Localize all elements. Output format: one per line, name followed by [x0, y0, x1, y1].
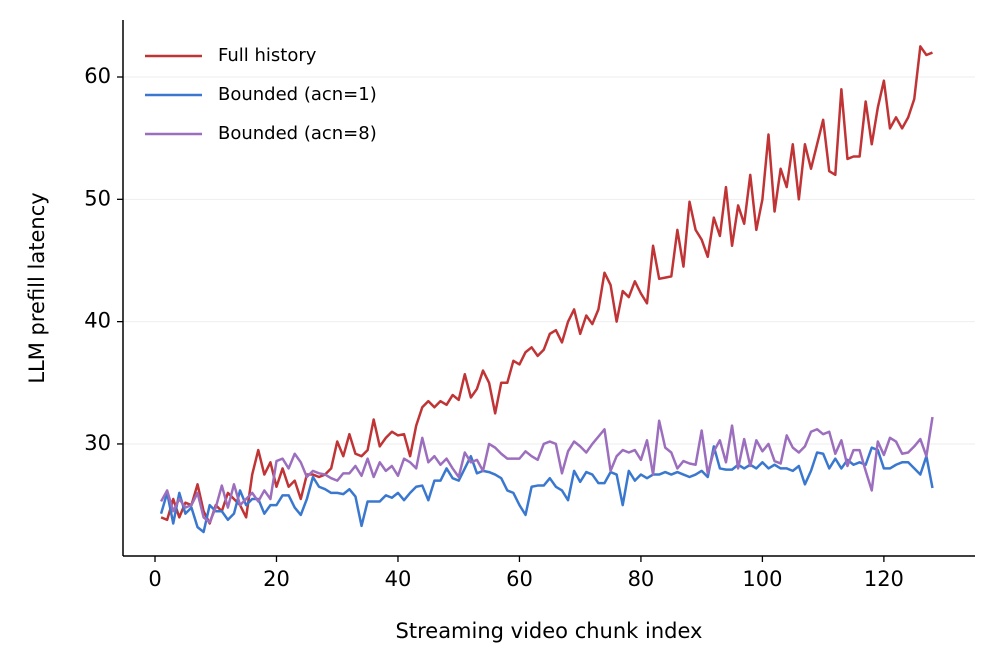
y-tick-label: 30: [84, 431, 111, 455]
x-tick-label: 100: [742, 567, 782, 591]
y-tick-label: 50: [84, 186, 111, 210]
x-tick-label: 80: [628, 567, 655, 591]
x-tick-label: 20: [263, 567, 290, 591]
x-tick-label: 40: [385, 567, 412, 591]
series-line: [159, 445, 934, 534]
legend-label: Bounded (acn=8): [218, 123, 377, 144]
x-tick-label: 120: [864, 567, 904, 591]
x-tick-label: 60: [506, 567, 533, 591]
legend-label: Bounded (acn=1): [218, 84, 377, 105]
legend-label: Full history: [218, 45, 317, 66]
series-line: [159, 416, 934, 524]
y-axis-label: LLM prefill latency: [25, 192, 49, 383]
y-tick-label: 60: [84, 64, 111, 88]
series-line: [160, 45, 933, 525]
x-tick-label: 0: [148, 567, 161, 591]
y-tick-label: 40: [84, 309, 111, 333]
x-axis-label: Streaming video chunk index: [396, 619, 703, 643]
